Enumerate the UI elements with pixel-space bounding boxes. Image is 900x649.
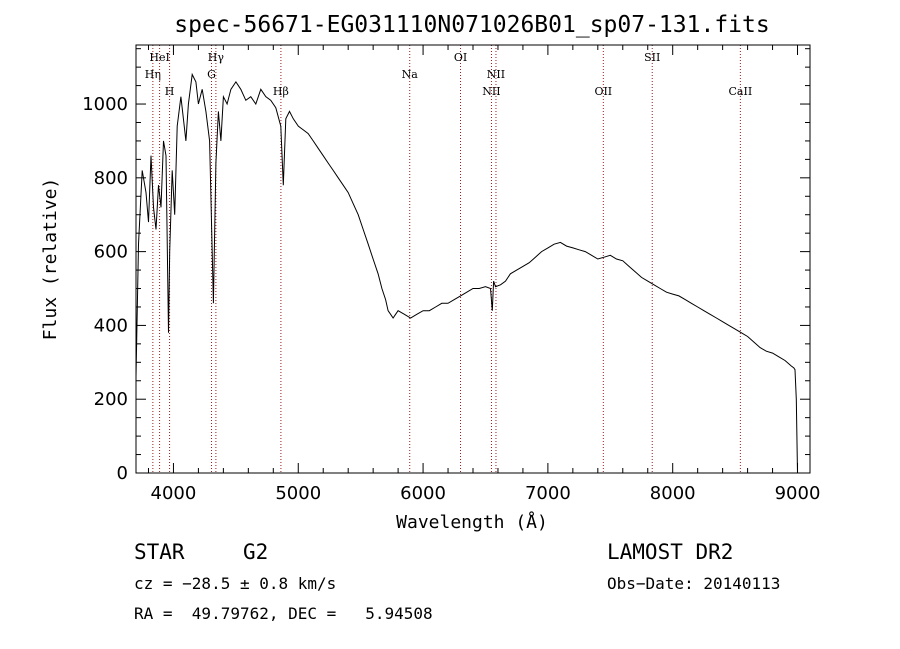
- line-mark-label: Hγ: [208, 51, 225, 64]
- line-mark-label: Hη: [145, 68, 161, 81]
- line-marks: Hη HeI H G Hγ Hβ Na OI NII NII OII SII CaII: [145, 45, 752, 473]
- spectrum-series-line: [135, 72, 798, 474]
- plot-frame: [135, 44, 811, 474]
- chart-title: spec-56671-EG031110N071026B01_sp07-131.f…: [174, 12, 769, 38]
- object-class: STAR: [134, 540, 185, 564]
- line-mark-label: H: [165, 85, 175, 98]
- x-tick-label: 9000: [775, 483, 821, 504]
- survey-name: LAMOST DR2: [607, 540, 734, 564]
- y-tick-label: 1000: [82, 94, 128, 115]
- line-mark-label: G: [207, 68, 216, 81]
- x-tick-label: 5000: [275, 483, 321, 504]
- x-tick-label: 8000: [650, 483, 696, 504]
- x-tick-label: 6000: [400, 483, 446, 504]
- observation-date: Obs−Date: 20140113: [607, 574, 781, 593]
- y-tick-label: 200: [94, 389, 128, 410]
- y-tick-label: 400: [94, 315, 128, 336]
- line-mark-label: Na: [402, 68, 419, 81]
- line-mark-label: SII: [644, 51, 660, 64]
- y-axis-title: Flux (relative): [40, 178, 61, 341]
- line-mark-label: CaII: [729, 85, 753, 98]
- line-mark-label: NII: [482, 85, 500, 98]
- line-mark-label: OI: [454, 51, 467, 64]
- sky-coordinates: RA = 49.79762, DEC = 5.94508: [134, 604, 433, 623]
- x-axis-title: Wavelength (Å): [396, 511, 548, 533]
- line-mark-label: HeI: [149, 51, 169, 64]
- line-mark-label: NII: [487, 68, 505, 81]
- y-tick-label: 600: [94, 242, 128, 263]
- spectral-subclass: G2: [243, 540, 269, 564]
- line-mark-label: Hβ: [273, 85, 289, 98]
- redshift-velocity: cz = −28.5 ± 0.8 km/s: [134, 574, 337, 593]
- line-mark-label: OII: [594, 85, 612, 98]
- y-tick-label: 0: [117, 463, 128, 484]
- y-tick-label: 800: [94, 168, 128, 189]
- x-tick-label: 4000: [151, 483, 197, 504]
- x-tick-label: 7000: [525, 483, 571, 504]
- x-axis: 4000 5000 6000 7000 8000 9000: [147, 45, 821, 504]
- y-axis: 0 200 400 600 800 1000: [82, 48, 810, 484]
